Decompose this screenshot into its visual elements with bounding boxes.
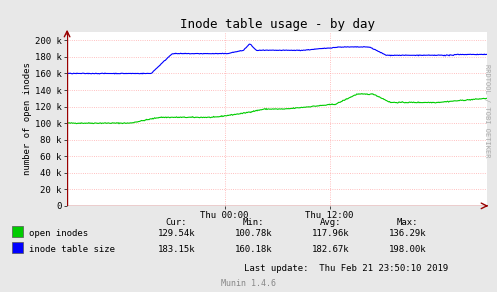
Text: Cur:: Cur: (166, 218, 187, 227)
Text: 136.29k: 136.29k (389, 229, 426, 238)
Text: 198.00k: 198.00k (389, 245, 426, 254)
Text: 129.54k: 129.54k (158, 229, 195, 238)
Text: Max:: Max: (397, 218, 418, 227)
Text: Avg:: Avg: (320, 218, 341, 227)
Text: 160.18k: 160.18k (235, 245, 272, 254)
Text: Last update:  Thu Feb 21 23:50:10 2019: Last update: Thu Feb 21 23:50:10 2019 (244, 264, 448, 272)
Text: 182.67k: 182.67k (312, 245, 349, 254)
Text: open inodes: open inodes (29, 229, 88, 238)
Text: 117.96k: 117.96k (312, 229, 349, 238)
Text: RRDTOOL / TOBI OETIKER: RRDTOOL / TOBI OETIKER (484, 64, 490, 158)
Text: 183.15k: 183.15k (158, 245, 195, 254)
Text: Min:: Min: (243, 218, 264, 227)
Text: Munin 1.4.6: Munin 1.4.6 (221, 279, 276, 288)
Title: Inode table usage - by day: Inode table usage - by day (179, 18, 375, 31)
Text: inode table size: inode table size (29, 245, 115, 254)
Text: 100.78k: 100.78k (235, 229, 272, 238)
Y-axis label: number of open inodes: number of open inodes (23, 62, 32, 175)
